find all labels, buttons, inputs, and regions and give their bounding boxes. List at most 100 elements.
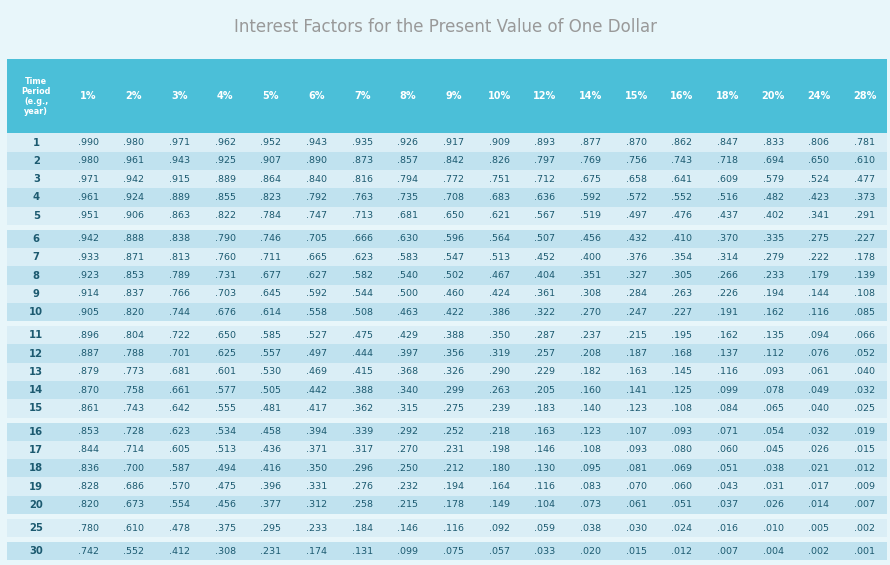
- Text: .823: .823: [261, 193, 281, 202]
- Text: .962: .962: [214, 138, 236, 147]
- Text: .195: .195: [671, 331, 692, 340]
- Text: .007: .007: [717, 547, 738, 556]
- Text: .308: .308: [580, 289, 601, 298]
- Text: .164: .164: [489, 482, 510, 491]
- Text: .625: .625: [214, 349, 236, 358]
- Text: 12: 12: [29, 349, 44, 359]
- Text: .917: .917: [443, 138, 464, 147]
- Text: .083: .083: [580, 482, 601, 491]
- Text: .231: .231: [261, 547, 281, 556]
- Text: .980: .980: [77, 157, 99, 166]
- Text: 17: 17: [29, 445, 44, 455]
- Text: .081: .081: [626, 464, 647, 473]
- Text: .002: .002: [808, 547, 829, 556]
- Text: .833: .833: [763, 138, 784, 147]
- Text: .887: .887: [77, 349, 99, 358]
- Text: .694: .694: [763, 157, 784, 166]
- Text: .146: .146: [398, 524, 418, 533]
- Text: 16: 16: [29, 427, 44, 437]
- Text: 15: 15: [29, 403, 44, 414]
- Text: .108: .108: [671, 404, 692, 413]
- Text: .314: .314: [717, 253, 738, 262]
- Text: .481: .481: [261, 404, 281, 413]
- Text: .609: .609: [717, 175, 738, 184]
- Text: .094: .094: [808, 331, 829, 340]
- Text: .116: .116: [443, 524, 464, 533]
- Text: .758: .758: [124, 386, 144, 395]
- Text: .577: .577: [214, 386, 236, 395]
- Text: .500: .500: [398, 289, 418, 298]
- Text: .855: .855: [214, 193, 236, 202]
- Text: .061: .061: [808, 367, 829, 376]
- Text: 13: 13: [29, 367, 44, 377]
- Text: .227: .227: [671, 307, 692, 316]
- Text: .341: .341: [808, 211, 829, 220]
- Text: .889: .889: [169, 193, 190, 202]
- Text: .519: .519: [580, 211, 601, 220]
- Text: .076: .076: [808, 349, 829, 358]
- Text: .763: .763: [352, 193, 373, 202]
- Text: .361: .361: [534, 289, 555, 298]
- Text: .231: .231: [443, 445, 464, 454]
- Text: .630: .630: [397, 234, 418, 244]
- Text: .149: .149: [489, 500, 510, 509]
- Text: .554: .554: [169, 500, 190, 509]
- Text: .135: .135: [763, 331, 784, 340]
- Text: .131: .131: [352, 547, 373, 556]
- Text: .513: .513: [489, 253, 510, 262]
- Text: .781: .781: [854, 138, 875, 147]
- Text: .247: .247: [626, 307, 647, 316]
- Text: .677: .677: [261, 271, 281, 280]
- Text: .508: .508: [352, 307, 373, 316]
- Text: .942: .942: [124, 175, 144, 184]
- Text: .005: .005: [808, 524, 829, 533]
- Text: .889: .889: [214, 175, 236, 184]
- Text: .137: .137: [717, 349, 738, 358]
- Text: .295: .295: [261, 524, 281, 533]
- Text: .444: .444: [352, 349, 373, 358]
- Text: .923: .923: [77, 271, 99, 280]
- Text: .054: .054: [763, 427, 784, 436]
- Text: .009: .009: [854, 482, 875, 491]
- Text: .961: .961: [124, 157, 144, 166]
- Text: .683: .683: [489, 193, 510, 202]
- Text: .123: .123: [580, 427, 601, 436]
- Text: .873: .873: [352, 157, 373, 166]
- Text: .263: .263: [489, 386, 510, 395]
- Text: .907: .907: [261, 157, 281, 166]
- Text: .794: .794: [398, 175, 418, 184]
- Text: .914: .914: [77, 289, 99, 298]
- Text: .276: .276: [352, 482, 373, 491]
- Text: 3: 3: [33, 174, 40, 184]
- Text: .290: .290: [489, 367, 510, 376]
- Text: .650: .650: [214, 331, 236, 340]
- Text: 30: 30: [29, 546, 44, 557]
- Text: .583: .583: [397, 253, 418, 262]
- Text: .705: .705: [306, 234, 328, 244]
- Text: .731: .731: [214, 271, 236, 280]
- Text: .051: .051: [717, 464, 738, 473]
- Text: .270: .270: [398, 445, 418, 454]
- Text: .198: .198: [489, 445, 510, 454]
- Text: .066: .066: [854, 331, 875, 340]
- Text: 6: 6: [33, 234, 40, 244]
- Text: .971: .971: [77, 175, 99, 184]
- Text: .592: .592: [580, 193, 601, 202]
- Text: .789: .789: [169, 271, 190, 280]
- Text: .354: .354: [671, 253, 692, 262]
- Text: .661: .661: [169, 386, 190, 395]
- Text: .552: .552: [671, 193, 692, 202]
- Text: .031: .031: [763, 482, 784, 491]
- Text: .258: .258: [352, 500, 373, 509]
- Text: .838: .838: [169, 234, 190, 244]
- Text: 19: 19: [29, 481, 44, 492]
- Text: .797: .797: [534, 157, 555, 166]
- Text: .315: .315: [397, 404, 418, 413]
- Text: .416: .416: [261, 464, 281, 473]
- Text: .057: .057: [489, 547, 510, 556]
- Text: .007: .007: [854, 500, 875, 509]
- Text: .026: .026: [808, 445, 829, 454]
- Text: .139: .139: [854, 271, 875, 280]
- Text: .813: .813: [169, 253, 190, 262]
- Text: .552: .552: [124, 547, 144, 556]
